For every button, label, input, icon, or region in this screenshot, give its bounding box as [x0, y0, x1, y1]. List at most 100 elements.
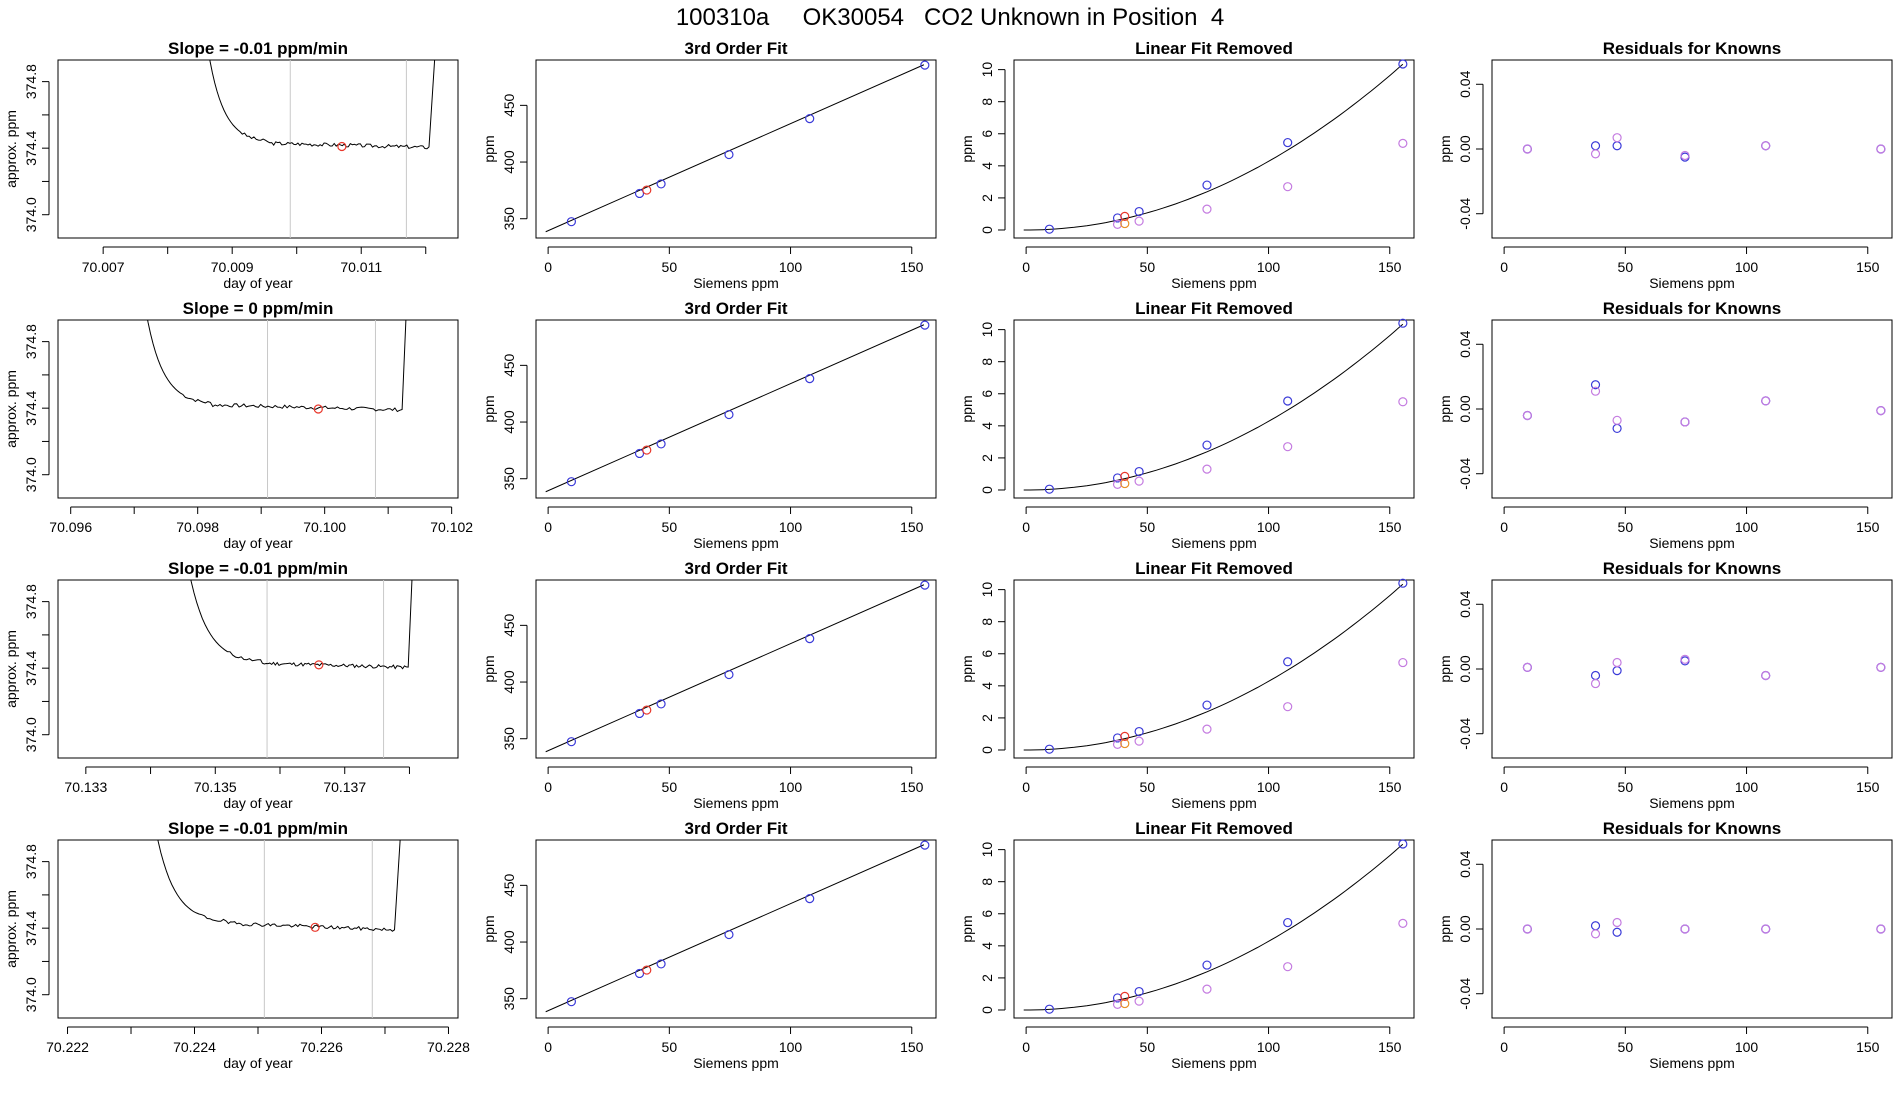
y-tick-label: 4	[979, 422, 995, 430]
y-tick-label: 0.04	[1457, 590, 1473, 617]
y-tick-label: 374.4	[23, 650, 39, 685]
y-axis-label: ppm	[959, 655, 975, 682]
unknown_alt-point	[1120, 218, 1130, 229]
x-axis-label: Siemens ppm	[1649, 795, 1735, 811]
fit-line	[545, 324, 925, 493]
residual_alt-point	[1398, 918, 1408, 928]
third-order-fit-panel-4: 3rd Order Fit 0 50 100 150 Siemens ppm 350 400 4…	[481, 819, 937, 1071]
residual_alt-point	[1612, 917, 1622, 928]
y-tick-label: 374.4	[23, 910, 39, 945]
x-tick-label: 100	[1257, 779, 1281, 795]
x-tick-label: 150	[1856, 259, 1880, 275]
x-tick-label: 150	[900, 1039, 924, 1055]
x-tick-label: 100	[1735, 779, 1759, 795]
residual_alt-point	[1283, 182, 1293, 192]
panel-title: Residuals for Knowns	[1603, 299, 1782, 318]
y-tick-label: 8	[979, 878, 995, 886]
knowns-point	[1283, 396, 1293, 406]
y-tick-label: 6	[979, 390, 995, 398]
residual_alt-point	[1202, 984, 1212, 994]
x-tick-label: 100	[779, 519, 803, 535]
x-tick-label: 70.011	[340, 259, 382, 275]
y-tick-label: -0.04	[1457, 978, 1473, 1010]
residual_alt-point	[1202, 204, 1212, 214]
x-tick-label: 150	[900, 779, 924, 795]
x-tick-label: 100	[1735, 259, 1759, 275]
x-tick-label: 70.102	[430, 519, 473, 535]
y-tick-label: 0	[979, 226, 995, 234]
residuals-panel-3: Residuals for Knowns 0 50 100 150 Siemens ppm…	[1437, 559, 1893, 811]
y-axis-label: ppm	[481, 915, 497, 942]
knowns-point	[1044, 484, 1054, 494]
knowns-point	[656, 439, 666, 449]
residual_alt-point	[1680, 654, 1690, 664]
x-tick-label: 50	[1618, 259, 1634, 275]
plot-frame	[1013, 839, 1415, 1019]
knowns-point	[1590, 141, 1601, 151]
knowns-point	[1283, 657, 1293, 667]
y-axis-label: ppm	[1437, 135, 1453, 162]
x-axis-label: Siemens ppm	[693, 535, 779, 551]
residuals-panel-4: Residuals for Knowns 0 50 100 150 Siemens ppm…	[1437, 819, 1893, 1071]
x-tick-label: 0	[1022, 779, 1030, 795]
x-tick-label: 150	[1856, 519, 1880, 535]
x-tick-label: 0	[544, 1039, 552, 1055]
residual_alt-point	[1590, 678, 1601, 689]
knowns-point	[566, 737, 576, 747]
x-tick-label: 0	[1022, 519, 1030, 535]
plot-frame	[57, 59, 459, 239]
x-axis-label: Siemens ppm	[1171, 275, 1257, 291]
y-tick-label: 374.8	[23, 584, 39, 619]
residual_alt-point	[1398, 138, 1408, 148]
knowns-point	[566, 477, 576, 487]
y-axis-label: ppm	[481, 135, 497, 162]
x-tick-label: 70.007	[82, 259, 125, 275]
residual_alt-point	[1761, 924, 1771, 934]
x-tick-label: 50	[662, 779, 678, 795]
x-tick-label: 70.224	[173, 1039, 216, 1055]
y-tick-label: -0.04	[1457, 458, 1473, 490]
residual_alt-point	[1398, 397, 1408, 407]
x-tick-label: 70.009	[211, 259, 254, 275]
y-tick-label: 10	[979, 322, 995, 338]
knowns-point	[1283, 917, 1293, 928]
y-tick-label: 400	[501, 410, 517, 434]
residual_alt-point	[1283, 442, 1293, 452]
panel-title: Slope = 0 ppm/min	[183, 299, 334, 318]
residual_alt-point	[1522, 410, 1532, 421]
knowns-point	[1134, 726, 1144, 737]
y-axis-label: ppm	[1437, 395, 1453, 422]
plot-frame	[535, 579, 937, 759]
x-tick-label: 0	[544, 779, 552, 795]
x-tick-label: 50	[1618, 519, 1634, 535]
unknown-point	[1120, 991, 1130, 1001]
x-axis-label: Siemens ppm	[1649, 275, 1735, 291]
knowns-point	[1202, 180, 1212, 190]
y-tick-label: 2	[979, 454, 995, 462]
residual_alt-point	[1876, 144, 1886, 154]
residual_alt-point	[1612, 415, 1622, 425]
x-tick-label: 70.100	[303, 519, 346, 535]
residual_alt-point	[1134, 996, 1144, 1006]
third-order-fit-panel-2: 3rd Order Fit 0 50 100 150 Siemens ppm 350 400 4…	[481, 299, 937, 551]
y-tick-label: 374.8	[23, 844, 39, 879]
y-tick-label: 374.0	[23, 197, 39, 232]
knowns-point	[1283, 137, 1293, 148]
trace-area	[147, 320, 407, 498]
plot-frame	[1013, 319, 1415, 499]
x-axis-label: Siemens ppm	[693, 1055, 779, 1071]
y-tick-label: 10	[979, 582, 995, 598]
unknown_alt-point	[1120, 998, 1130, 1009]
ppm-trace-line	[157, 840, 401, 932]
x-tick-label: 50	[1618, 1039, 1634, 1055]
knowns-point	[1612, 141, 1622, 151]
y-tick-label: 8	[979, 358, 995, 366]
y-tick-label: 8	[979, 98, 995, 106]
residual_alt-point	[1112, 999, 1123, 1009]
y-tick-label: 6	[979, 650, 995, 658]
x-tick-label: 100	[1257, 519, 1281, 535]
x-tick-label: 0	[544, 259, 552, 275]
plot-frame	[57, 319, 459, 499]
y-tick-label: 6	[979, 130, 995, 138]
